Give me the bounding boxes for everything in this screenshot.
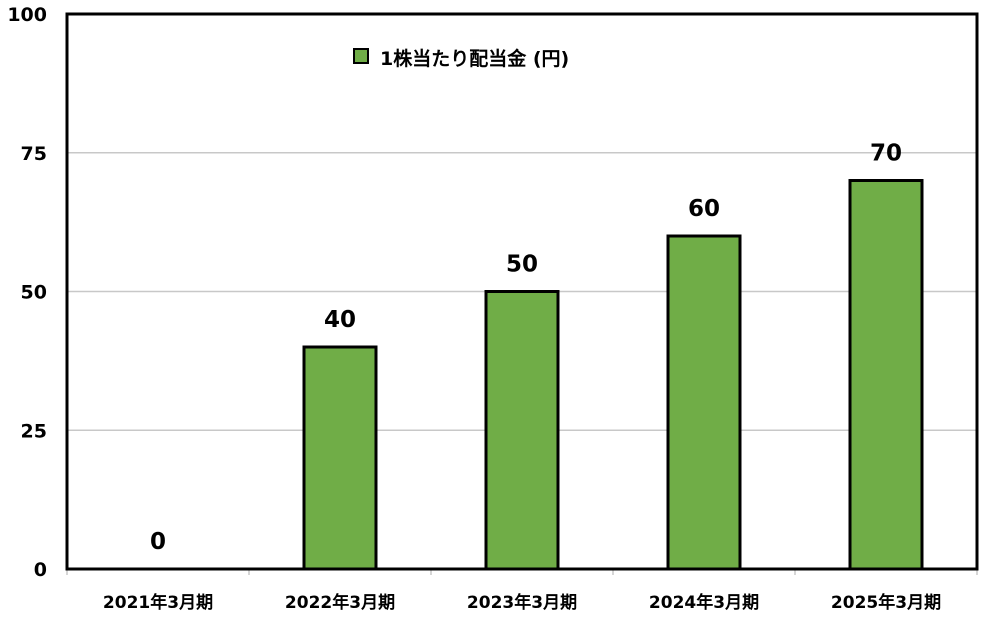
data-label: 60 — [688, 196, 720, 222]
x-tick-label: 2023年3月期 — [467, 592, 577, 613]
x-tick-label: 2021年3月期 — [103, 592, 213, 613]
data-label: 50 — [506, 252, 538, 278]
legend: 1株当たり配当金 (円) — [353, 47, 569, 70]
data-label: 0 — [150, 529, 166, 555]
legend-swatch — [353, 48, 369, 64]
y-tick-label: 50 — [21, 282, 47, 304]
bars — [302, 179, 924, 571]
bar — [484, 290, 560, 571]
x-tick-label: 2025年3月期 — [831, 592, 941, 613]
bar — [666, 234, 742, 571]
bar — [302, 345, 378, 571]
y-tick-label: 100 — [7, 4, 47, 26]
data-label: 40 — [324, 307, 356, 333]
y-tick-label: 75 — [21, 143, 47, 165]
plot-area-frame — [65, 12, 979, 571]
y-tick-label: 0 — [34, 559, 47, 581]
data-label: 70 — [870, 141, 902, 167]
data-labels: 0 40 50 60 70 — [150, 141, 902, 556]
bar — [848, 179, 924, 571]
y-tick-label: 25 — [21, 420, 47, 442]
x-tick-label: 2024年3月期 — [649, 592, 759, 613]
legend-label: 1株当たり配当金 (円) — [380, 47, 569, 70]
x-tick-label: 2022年3月期 — [285, 592, 395, 613]
y-axis-tick-labels: 0 25 50 75 100 — [7, 4, 47, 581]
x-axis-tick-labels: 2021年3月期 2022年3月期 2023年3月期 2024年3月期 2025年3月期 — [103, 592, 941, 613]
